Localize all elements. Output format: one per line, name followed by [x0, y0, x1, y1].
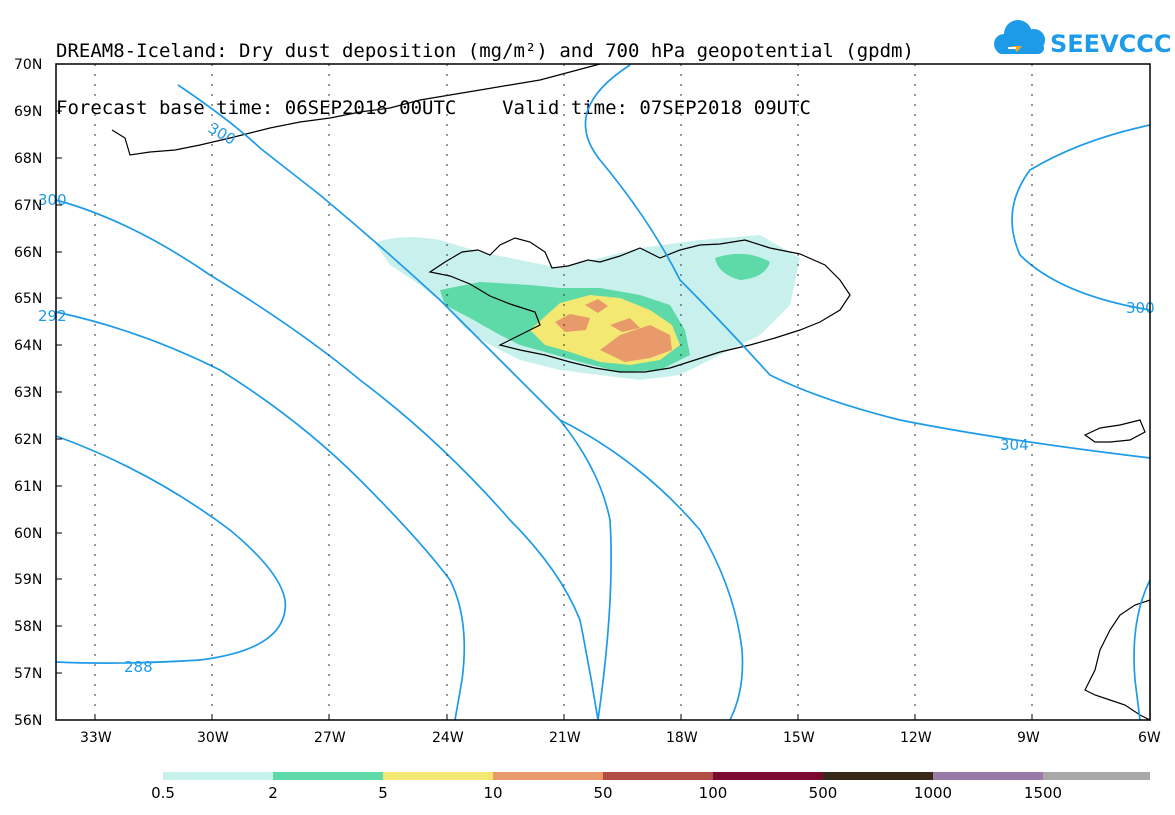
legend-swatch: [823, 772, 933, 780]
lat-label: 57N: [14, 666, 42, 682]
scotland-coast: [1084, 599, 1151, 721]
lat-label: 68N: [14, 151, 42, 167]
legend-swatch: [713, 772, 823, 780]
dust-area-level-4c: [585, 299, 608, 313]
faroe-coast: [1083, 419, 1146, 443]
contour-296: [55, 199, 599, 721]
lon-label: 6W: [1138, 730, 1161, 746]
legend-label: 10: [483, 784, 502, 802]
lon-label: 33W: [80, 730, 112, 746]
lat-label: 69N: [14, 104, 42, 120]
coastlines: [111, 63, 1151, 721]
lat-label: 63N: [14, 385, 42, 401]
dust-area-level-4d: [610, 318, 640, 332]
seevccc-logo: SEEVCCC: [990, 14, 1172, 64]
contour-label-292: 292: [38, 307, 67, 325]
lat-label: 56N: [14, 713, 42, 729]
lon-label: 30W: [197, 730, 229, 746]
longitude-labels: 33W 30W 27W 24W 21W 18W 15W 12W 9W 6W: [80, 730, 1161, 746]
lat-label: 66N: [14, 245, 42, 261]
legend-label: 50: [593, 784, 612, 802]
contour-300-south: [559, 419, 744, 721]
dust-deposition-shading: [375, 235, 800, 380]
gridlines: [94, 64, 1033, 720]
legend-label: 1500: [1024, 784, 1062, 802]
dust-area-level-4b: [555, 314, 590, 332]
contour-304-east: [1011, 124, 1151, 311]
lon-label: 24W: [432, 730, 464, 746]
lat-label: 65N: [14, 291, 42, 307]
map-title-block: DREAM8-Iceland: Dry dust deposition (mg/…: [56, 4, 914, 137]
lat-label: 64N: [14, 338, 42, 354]
legend-swatch: [273, 772, 383, 780]
legend-label: 5: [378, 784, 388, 802]
lon-label: 12W: [900, 730, 932, 746]
legend-swatch: [163, 772, 273, 780]
legend-label: 1000: [914, 784, 952, 802]
lon-label: 15W: [783, 730, 815, 746]
contour-288: [55, 435, 287, 664]
iceland-coast: [428, 237, 851, 373]
lon-label: 18W: [666, 730, 698, 746]
geopotential-contours: [55, 64, 1151, 721]
legend-swatch: [603, 772, 713, 780]
contour-300-west: [177, 84, 612, 721]
contour-292: [55, 311, 466, 721]
dust-area-level-2b: [715, 253, 770, 280]
lat-label: 62N: [14, 432, 42, 448]
map-title: DREAM8-Iceland: Dry dust deposition (mg/…: [56, 40, 914, 62]
lon-label: 27W: [314, 730, 346, 746]
greenland-coast: [111, 63, 601, 156]
lat-label: 60N: [14, 526, 42, 542]
lon-label: 9W: [1017, 730, 1040, 746]
contour-label-288: 288: [124, 658, 153, 676]
legend-swatch: [383, 772, 493, 780]
legend-label: 500: [809, 784, 838, 802]
contour-label-304: 304: [1000, 436, 1029, 454]
legend-labels: 0.5 2 5 10 50 100 500 1000 1500: [151, 784, 1062, 802]
lat-label: 61N: [14, 479, 42, 495]
map-subtitle: Forecast base time: 06SEP2018 00UTC Vali…: [56, 97, 811, 119]
legend-colorbar: [163, 772, 1150, 780]
contour-labels: 300 304 288 292 300 300: [38, 119, 1155, 676]
legend-label: 100: [699, 784, 728, 802]
contour-300-east: [584, 64, 1151, 459]
tick-marks: [56, 63, 1033, 720]
lat-label: 67N: [14, 198, 42, 214]
lat-label: 58N: [14, 619, 42, 635]
lon-label: 21W: [549, 730, 581, 746]
contour-label-300: 300: [205, 119, 239, 149]
contour-308-southeast: [1133, 579, 1151, 721]
legend-swatch: [493, 772, 603, 780]
legend-swatch: [1043, 772, 1150, 780]
legend-label: 0.5: [151, 784, 175, 802]
lat-label: 70N: [14, 57, 42, 73]
legend-swatch: [933, 772, 1043, 780]
logo-text: SEEVCCC: [1050, 30, 1170, 58]
contour-label-300-east: 300: [1126, 299, 1155, 317]
latitude-labels: 70N 69N 68N 67N 66N 65N 64N 63N 62N 61N …: [14, 57, 42, 729]
lat-label: 59N: [14, 572, 42, 588]
cloud-logo-icon: [994, 20, 1045, 54]
dust-area-level-4a: [600, 325, 672, 362]
legend-label: 2: [268, 784, 278, 802]
